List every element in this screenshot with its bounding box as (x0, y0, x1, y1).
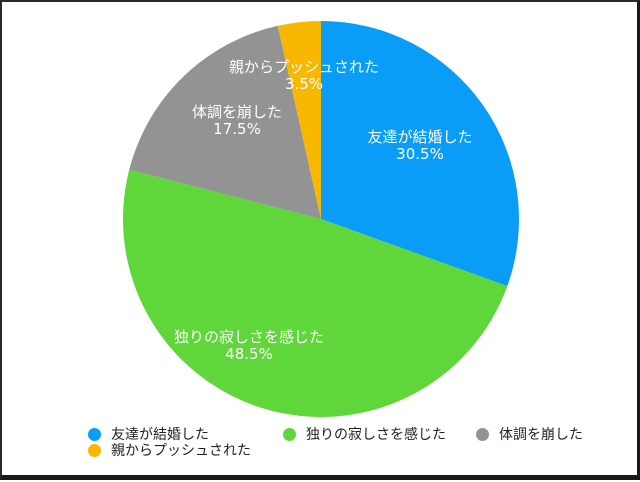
legend-dot-gray-icon (476, 427, 489, 441)
legend-item-friend-married[interactable]: 友達が結婚した (88, 426, 209, 443)
slice-loneliness[interactable] (122, 169, 508, 418)
slice-label: 親からプッシュされた 3.5% (229, 58, 379, 93)
legend-item-health[interactable]: 体調を崩した (476, 426, 583, 443)
slice-label: 友達が結婚した 30.5% (367, 128, 472, 163)
slice-label: 体調を崩した 17.5% (192, 103, 282, 138)
slice-health[interactable] (129, 25, 321, 220)
legend-item-loneliness[interactable]: 独りの寂しさを感じた (283, 426, 446, 443)
legend-dot-blue-icon (88, 427, 101, 441)
pie-slices (122, 21, 519, 418)
slice-friend-married[interactable] (321, 21, 519, 287)
slice-label: 独りの寂しさを感じた 48.5% (174, 328, 324, 363)
legend-dot-green-icon (283, 427, 296, 441)
legend-item-parent-push[interactable]: 親からプッシュされた (88, 442, 251, 459)
legend-label: 独りの寂しさを感じた (306, 427, 446, 443)
pie-labels: 友達が結婚した 30.5% 独りの寂しさを感じた 48.5% 体調を崩した 17.5% 親か… (174, 58, 473, 363)
slice-parent-push[interactable] (277, 21, 321, 219)
legend-label: 親からプッシュされた (111, 443, 251, 459)
legend-dot-yellow-icon (88, 443, 101, 457)
legend-label: 友達が結婚した (111, 427, 209, 443)
legend-label: 体調を崩した (499, 427, 583, 443)
